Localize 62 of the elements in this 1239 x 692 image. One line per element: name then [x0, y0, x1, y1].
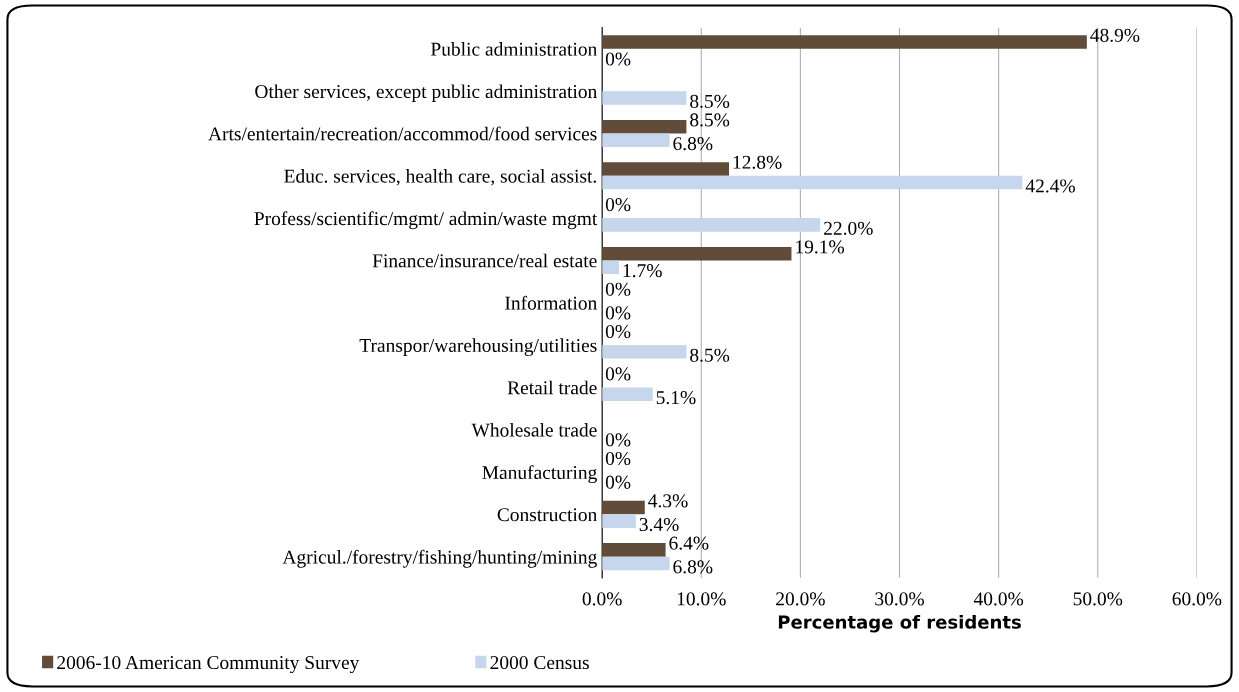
bar — [602, 345, 687, 359]
data-label: 0% — [605, 433, 631, 447]
data-label: 0% — [605, 451, 631, 466]
data-label: 0% — [605, 52, 631, 66]
bar — [602, 387, 653, 401]
data-label: 8.5% — [690, 113, 730, 127]
y-tick-label: Information — [505, 295, 597, 310]
y-tick-label: Construction — [497, 508, 597, 522]
data-label: 1.7% — [623, 264, 662, 278]
y-tick-label: Manufacturing — [482, 465, 597, 484]
y-tick-label: Arts/entertain/recreation/accommod/food services — [208, 126, 597, 141]
data-label: 0% — [605, 306, 631, 320]
bar — [602, 543, 666, 557]
y-tick-label: Public administration — [430, 42, 597, 56]
data-label: 8.5% — [690, 348, 730, 362]
data-label: 6.4% — [669, 536, 709, 550]
bar — [602, 246, 792, 261]
x-axis-title: Percentage of residents — [778, 614, 1021, 633]
bar — [602, 260, 619, 274]
data-label: 48.9% — [1090, 28, 1140, 42]
x-tick-label: 10.0% — [677, 592, 726, 606]
data-label: 5.1% — [656, 390, 696, 405]
data-label: 0% — [605, 324, 631, 339]
y-tick-label: Wholesale trade — [471, 422, 597, 437]
data-label: 22.0% — [824, 221, 873, 235]
x-tick-label: 40.0% — [973, 592, 1024, 606]
data-label: 0% — [605, 282, 631, 296]
x-tick-label: 60.0% — [1172, 592, 1222, 606]
data-label: 4.3% — [648, 494, 688, 508]
data-label: 6.8% — [673, 560, 713, 574]
x-tick-label: 0.0% — [582, 592, 622, 606]
data-label: 3.4% — [639, 517, 679, 532]
bar — [602, 35, 1087, 49]
y-tick-label: Other services, except public administration — [255, 84, 597, 103]
data-label: 0% — [605, 367, 631, 381]
legend-label: 2000 Census — [490, 655, 589, 670]
y-tick-label: Retail trade — [507, 380, 597, 395]
data-label: 0% — [605, 475, 631, 489]
bar — [602, 91, 687, 105]
bar — [602, 119, 687, 134]
x-tick-label: 20.0% — [776, 592, 825, 606]
y-tick-label: Agricul./forestry/fishing/hunting/mining — [282, 549, 597, 568]
y-tick-label: Profess/scientific/mgmt/ admin/waste mgmt — [254, 211, 598, 230]
bar — [602, 162, 730, 176]
bar — [602, 133, 670, 148]
data-label: 19.1% — [796, 240, 845, 254]
y-tick-label: Finance/insurance/real estate — [372, 253, 597, 268]
bar — [602, 218, 821, 232]
x-tick-label: 50.0% — [1073, 592, 1123, 606]
legend-label: 2006-10 American Community Survey — [57, 655, 360, 674]
bar — [602, 175, 1023, 190]
bar — [602, 556, 670, 571]
y-tick-label: Transpor/warehousing/utilities — [359, 338, 597, 357]
data-label: 0% — [605, 198, 631, 212]
data-label: 6.8% — [673, 137, 713, 151]
x-tick-label: 30.0% — [875, 592, 924, 606]
bar — [602, 514, 636, 528]
bar — [602, 500, 645, 515]
data-label: 8.5% — [690, 94, 730, 108]
y-tick-label: Educ. services, health care, social assist. — [284, 169, 596, 186]
data-label: 12.8% — [733, 155, 782, 169]
data-label: 42.4% — [1025, 179, 1075, 193]
